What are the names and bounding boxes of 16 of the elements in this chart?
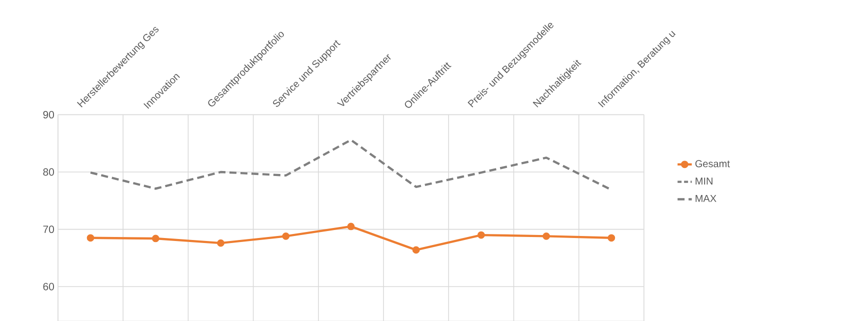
- point: [477, 231, 485, 239]
- point: [217, 239, 224, 247]
- point: [542, 232, 550, 240]
- point: [86, 234, 94, 242]
- point: [282, 232, 290, 240]
- point: [152, 234, 160, 242]
- legend-label: MAX: [696, 195, 716, 202]
- y-tick-label: 80: [43, 168, 54, 176]
- point: [347, 222, 355, 230]
- y-tick-label: 60: [43, 282, 54, 290]
- point: [412, 246, 420, 254]
- point: [608, 234, 616, 242]
- legend-label: MIN: [696, 178, 712, 185]
- y-tick-label: 90: [43, 110, 54, 118]
- y-tick-label: 70: [43, 226, 54, 234]
- legend-label: Gesamt: [695, 160, 730, 168]
